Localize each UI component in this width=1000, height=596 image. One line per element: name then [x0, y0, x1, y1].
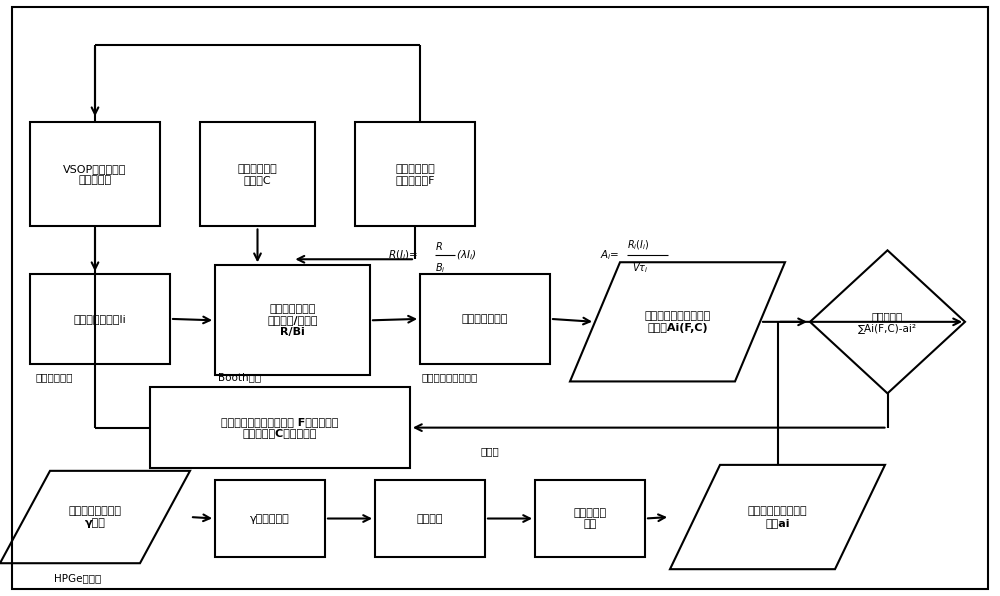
Polygon shape: [670, 465, 885, 569]
Text: 燃料元件包覆
颗粒破损率F: 燃料元件包覆 颗粒破损率F: [395, 163, 435, 185]
Polygon shape: [0, 471, 190, 563]
Polygon shape: [535, 480, 645, 557]
Text: HPGe探测器: HPGe探测器: [54, 573, 102, 583]
Polygon shape: [200, 122, 315, 226]
Text: Booth模型: Booth模型: [218, 372, 261, 381]
Text: 一回路核素迁移模型: 一回路核素迁移模型: [422, 372, 478, 381]
Polygon shape: [215, 265, 370, 375]
Text: $A_i$=: $A_i$=: [600, 248, 620, 262]
Polygon shape: [215, 480, 325, 557]
Text: 扩散和释放过程
的释放率/生成率
R/Bi: 扩散和释放过程 的释放率/生成率 R/Bi: [267, 304, 318, 337]
Text: $R(I_i)$=: $R(I_i)$=: [388, 249, 418, 262]
Text: 基体石墨铀污
染份额C: 基体石墨铀污 染份额C: [238, 163, 277, 185]
Polygon shape: [355, 122, 475, 226]
Text: VSOP中子谱和燃
料温度信息: VSOP中子谱和燃 料温度信息: [63, 163, 127, 185]
Text: ($\lambda I_i$): ($\lambda I_i$): [456, 249, 477, 262]
Text: 点燃耗方程组: 点燃耗方程组: [35, 372, 72, 381]
Text: 燃料元件包覆颗粒破损率 F和基体石墨
铀污染份额C的最佳估计: 燃料元件包覆颗粒破损率 F和基体石墨 铀污染份额C的最佳估计: [221, 417, 339, 439]
Text: 一回路活度浓度的实
验值ai: 一回路活度浓度的实 验值ai: [748, 506, 807, 528]
Text: 最优化: 最优化: [481, 446, 499, 456]
Text: $B_i$: $B_i$: [435, 261, 446, 275]
Polygon shape: [150, 387, 410, 468]
Polygon shape: [30, 122, 160, 226]
Polygon shape: [30, 274, 170, 364]
Polygon shape: [375, 480, 485, 557]
Text: $R$: $R$: [435, 240, 443, 252]
Polygon shape: [570, 262, 785, 381]
Text: $V\tau_i$: $V\tau_i$: [632, 261, 648, 275]
Text: 最优化函数
∑Ai(F,C)-ai²: 最优化函数 ∑Ai(F,C)-ai²: [858, 311, 917, 333]
Text: 一回路循环过程: 一回路循环过程: [462, 314, 508, 324]
Polygon shape: [420, 274, 550, 364]
Polygon shape: [810, 250, 965, 393]
Text: γ谱图的标定: γ谱图的标定: [250, 514, 290, 523]
Text: 计算堆芯盘存量Ii: 计算堆芯盘存量Ii: [74, 314, 126, 324]
Text: 高温气冷堆测量的
γ谱图: 高温气冷堆测量的 γ谱图: [68, 506, 122, 528]
Text: 核素识别: 核素识别: [417, 514, 443, 523]
Text: $R_i(I_i)$: $R_i(I_i)$: [627, 238, 650, 252]
Text: 取样时间的
修正: 取样时间的 修正: [573, 508, 607, 529]
Text: 一回路活度浓度的理论
计算值Ai(F,C): 一回路活度浓度的理论 计算值Ai(F,C): [644, 311, 711, 333]
